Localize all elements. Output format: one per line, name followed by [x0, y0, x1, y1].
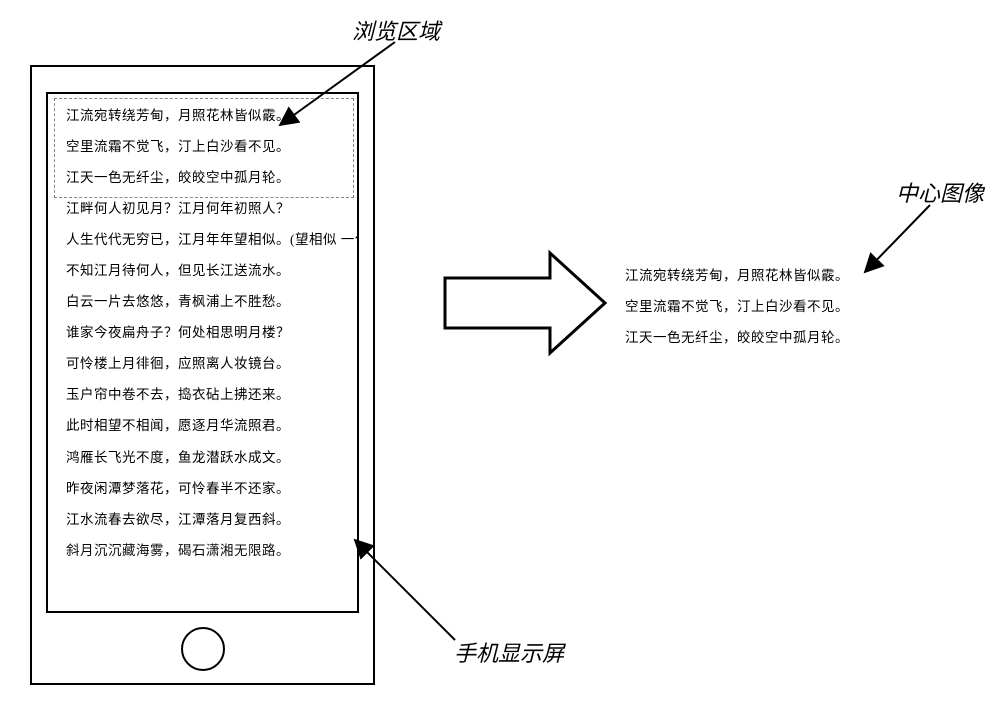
center-image-output: 江流宛转绕芳甸，月照花林皆似霰。空里流霜不觉飞，汀上白沙看不见。江天一色无纤尘，… — [625, 260, 885, 353]
diagram-canvas: 江流宛转绕芳甸，月照花林皆似霰。空里流霜不觉飞，汀上白沙看不见。江天一色无纤尘，… — [0, 0, 1000, 709]
big-arrow-icon — [440, 248, 610, 363]
output-line: 空里流霜不觉飞，汀上白沙看不见。 — [625, 291, 885, 322]
output-line: 江流宛转绕芳甸，月照花林皆似霰。 — [625, 260, 885, 291]
output-line: 江天一色无纤尘，皎皎空中孤月轮。 — [625, 322, 885, 353]
